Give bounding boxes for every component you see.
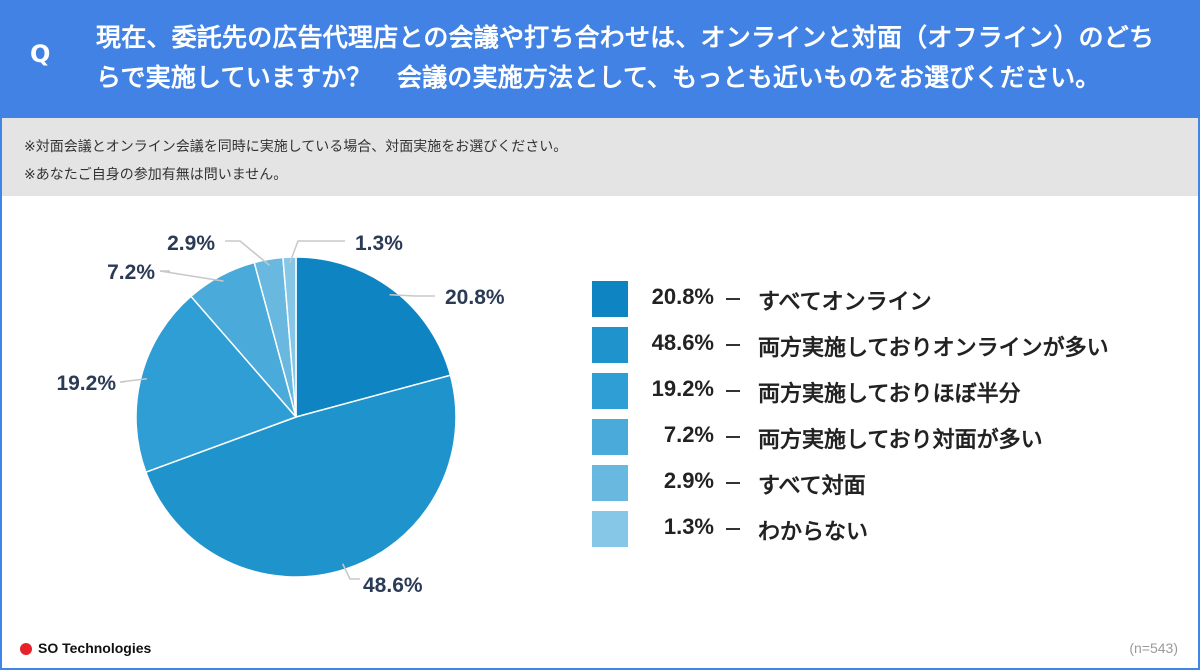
legend-separator [726, 482, 740, 484]
pie-callouts: 20.8% 48.6% 19.2% 7.2% 2.9% 1.3% [56, 232, 504, 597]
legend-separator [726, 528, 740, 530]
note-2: ※あなたご自身の参加有無は問いません。 [24, 167, 288, 183]
legend-value: 7.2% [663, 422, 714, 447]
legend-swatch [592, 327, 628, 363]
pie-slices [135, 256, 457, 578]
legend-value: 1.3% [663, 514, 714, 539]
legend-item: 2.9% すべて対面 [592, 465, 1192, 511]
legend-item: 7.2% 両方実施しており対面が多い [592, 419, 1192, 465]
question-header: Q 現在、委託先の広告代理店との会議や打ち合わせは、オンラインと対面（オフライン… [0, 0, 1200, 118]
note-section: ※対面会議とオンライン会議を同時に実施している場合、対面実施をお選びください。 … [2, 118, 1198, 196]
legend-item: 1.3% わからない [592, 511, 1192, 557]
legend-item: 20.8% すべてオンライン [592, 281, 1192, 327]
legend-label: 両方実施しており対面が多い [758, 428, 1043, 453]
pie-value-label-5: 2.9% [167, 232, 215, 255]
legend-value: 2.9% [663, 468, 714, 493]
brand-name: SO Technologies [38, 640, 152, 656]
leader-line-4 [159, 270, 224, 282]
leader-line-5 [225, 240, 270, 266]
pie-value-label-4: 7.2% [107, 261, 155, 284]
question-text: 現在、委託先の広告代理店との会議や打ち合わせは、オンラインと対面（オフライン）の… [96, 23, 1155, 92]
leader-line-6 [289, 240, 345, 264]
question-mark: Q [30, 40, 51, 68]
legend: 20.8% すべてオンライン 48.6% 両方実施しておりオンラインが多い 19.2% 両… [592, 281, 1192, 557]
pie-slice-3 [135, 295, 298, 474]
legend-item: 48.6% 両方実施しておりオンラインが多い [592, 327, 1192, 373]
pie-value-label-1: 20.8% [445, 286, 505, 309]
sample-size: (n=543) [1129, 640, 1178, 656]
legend-label: 両方実施しておりほぼ半分 [758, 382, 1021, 407]
leader-line-2 [341, 563, 360, 580]
pie-slice-1 [295, 256, 452, 418]
legend-separator [726, 344, 740, 346]
legend-swatch [592, 511, 628, 547]
legend-swatch [592, 419, 628, 455]
pie-leader-lines [119, 240, 435, 580]
pie-chart: 20.8% 48.6% 19.2% 7.2% 2.9% 1.3% [56, 232, 504, 597]
pie-value-label-3: 19.2% [56, 372, 116, 395]
pie-value-label-6: 1.3% [355, 232, 403, 255]
legend-label: 両方実施しておりオンラインが多い [758, 336, 1109, 361]
pie-value-label-2: 48.6% [363, 574, 423, 597]
legend-label: すべてオンライン [758, 290, 932, 315]
leader-line-3 [119, 377, 147, 383]
note-1: ※対面会議とオンライン会議を同時に実施している場合、対面実施をお選びください。 [24, 139, 568, 155]
legend-value: 48.6% [651, 330, 714, 355]
pie-slice-6 [282, 256, 297, 418]
leader-line-1 [389, 293, 435, 297]
legend-separator [726, 298, 740, 300]
legend-value: 20.8% [651, 284, 714, 309]
legend-item: 19.2% 両方実施しておりほぼ半分 [592, 373, 1192, 419]
legend-separator [726, 390, 740, 392]
legend-separator [726, 436, 740, 438]
legend-label: わからない [758, 520, 869, 545]
legend-label: すべて対面 [758, 474, 866, 499]
brand-dot-icon [20, 643, 32, 655]
legend-swatch [592, 373, 628, 409]
legend-swatch [592, 281, 628, 317]
legend-value: 19.2% [651, 376, 714, 401]
pie-slice-2 [144, 374, 457, 578]
legend-swatch [592, 465, 628, 501]
